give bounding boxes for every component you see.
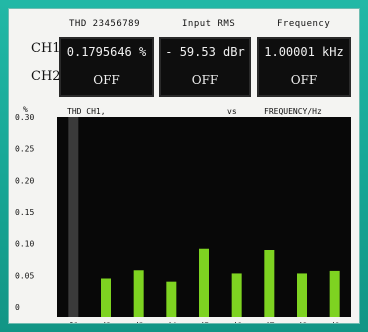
harmonic-bar-d8 (297, 273, 307, 317)
chart-title-vs: vs (227, 107, 237, 116)
analyzer-screen: THD 23456789 Input RMS Frequency CH1 CH2… (8, 8, 360, 324)
harmonic-bar-d2 (101, 278, 111, 317)
x-tick-label: d8 (297, 322, 308, 323)
y-tick-label: 0 (15, 303, 20, 312)
y-unit-label: % (23, 105, 28, 114)
frequency-header: Frequency (277, 19, 331, 29)
channel-1-label: CH1 (31, 41, 61, 56)
input-rms-header: Input RMS (182, 19, 236, 29)
chart-title-right: FREQUENCY/Hz (264, 107, 322, 116)
thd-ch2-value: OFF (93, 73, 120, 87)
harmonic-bar-d3 (133, 270, 144, 317)
thd-readout[interactable]: 0.1795646 % OFF (59, 37, 154, 97)
x-tick-label: d7 (264, 322, 275, 323)
harmonic-bar-d6 (231, 273, 242, 317)
y-tick-label: 0.20 (15, 176, 34, 185)
thd-header: THD 23456789 (69, 19, 141, 29)
y-tick-label: 0.25 (15, 145, 34, 154)
x-tick-label: d9 (329, 322, 340, 323)
x-tick-label: d4 (166, 322, 177, 323)
x-tick-label: d3 (133, 322, 144, 323)
harmonic-bar-d4 (166, 281, 177, 317)
harmonic-bar-d7 (264, 250, 275, 317)
x-tick-label: d2 (101, 322, 112, 323)
freq-ch1-value: 1.00001 kHz (264, 45, 344, 59)
frequency-readout[interactable]: 1.00001 kHz OFF (257, 37, 351, 97)
input-ch1-value: - 59.53 dBr (165, 45, 245, 59)
thd-spectrum-chart: 0.30 0.25 0.20 0.15 0.10 0.05 0 f1 d2 d3 d4 d5 d6 d7… (15, 113, 351, 323)
chart-title-left: THD CH1, (67, 107, 106, 116)
x-tick-label: d5 (199, 322, 210, 323)
harmonic-bar-d5 (199, 248, 209, 317)
fundamental-bar (68, 117, 79, 317)
thd-ch1-value: 0.1795646 % (66, 45, 147, 59)
input-ch2-value: OFF (191, 73, 219, 87)
freq-ch2-value: OFF (290, 73, 318, 87)
y-tick-label: 0.05 (15, 271, 34, 280)
x-tick-label: f1 (68, 322, 79, 323)
harmonic-bar-d9 (329, 270, 340, 317)
y-tick-label: 0.15 (15, 208, 34, 217)
x-tick-label: d6 (231, 322, 242, 323)
input-rms-readout[interactable]: - 59.53 dBr OFF (159, 37, 251, 97)
y-tick-label: 0.10 (15, 240, 34, 249)
y-tick-label: 0.30 (15, 113, 34, 122)
channel-2-label: CH2 (31, 69, 61, 84)
